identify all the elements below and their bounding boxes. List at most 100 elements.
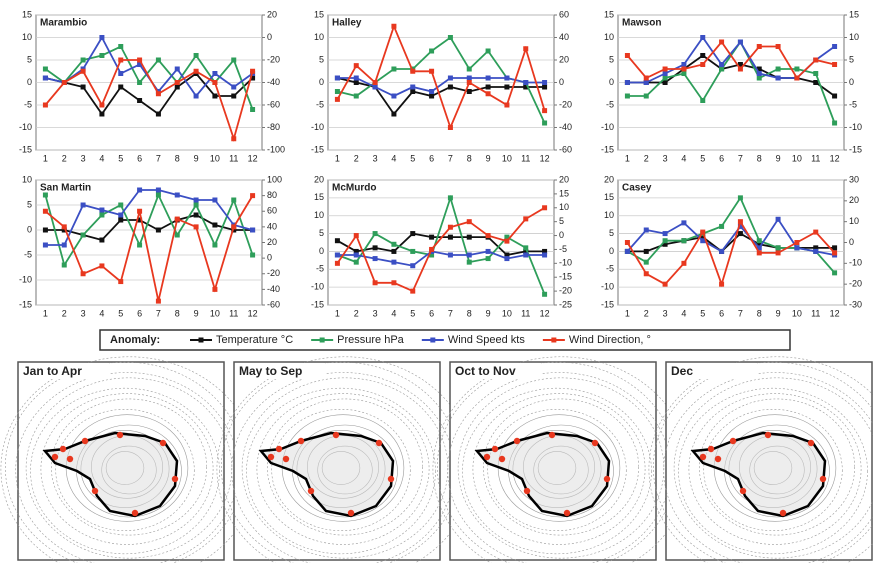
map-label: Jan to Apr <box>23 364 82 378</box>
point-marker <box>174 84 180 90</box>
x-tick-label: 3 <box>663 308 668 318</box>
legend-label: Wind Direction, ° <box>569 334 651 346</box>
point-marker <box>447 125 453 130</box>
point-marker <box>485 84 491 90</box>
point-marker <box>542 84 548 90</box>
point-marker <box>99 102 105 108</box>
x-tick-label: 11 <box>521 308 530 318</box>
x-tick-label: 10 <box>792 308 802 318</box>
point-marker <box>737 66 743 72</box>
y-tick-label: 10 <box>604 32 614 42</box>
point-marker <box>662 231 668 237</box>
point-marker <box>466 66 472 72</box>
coastline <box>474 431 611 518</box>
point-marker <box>193 68 199 74</box>
x-tick-label: 9 <box>194 153 199 163</box>
y-tick-label: 15 <box>314 9 324 19</box>
x-tick-label: 7 <box>448 153 453 163</box>
point-marker <box>756 238 762 244</box>
y-tick-label: -5 <box>606 264 614 274</box>
point-marker <box>447 234 453 240</box>
point-marker <box>775 66 781 72</box>
x-tick-label: 6 <box>429 308 434 318</box>
point-marker <box>466 80 472 85</box>
y2-tick-label: 0 <box>849 77 854 87</box>
point-marker <box>700 35 706 40</box>
map-label-bg <box>451 363 541 379</box>
plot-area <box>327 179 555 306</box>
y-tick-label: 5 <box>27 54 32 64</box>
point-marker <box>410 68 416 74</box>
y2-tick-label: 80 <box>267 190 277 200</box>
point-marker <box>719 223 725 229</box>
point-marker <box>429 93 435 99</box>
station-dot <box>116 431 124 439</box>
chart-title: Halley <box>332 18 362 29</box>
contour <box>266 398 423 536</box>
point-marker <box>643 93 649 99</box>
point-marker <box>212 197 218 203</box>
y2-tick-label: 40 <box>267 221 277 231</box>
y-tick-label: -15 <box>601 144 614 154</box>
series-line <box>626 40 835 80</box>
legend-box <box>99 329 791 351</box>
point-marker <box>794 240 800 245</box>
y2-tick-label: -20 <box>849 279 862 289</box>
point-marker <box>466 89 472 94</box>
x-tick-label: 7 <box>738 153 743 163</box>
chart-title: McMurdo <box>332 183 376 194</box>
point-marker <box>624 248 630 254</box>
point-marker <box>155 91 161 97</box>
point-marker <box>681 62 687 67</box>
y2-tick-label: -100 <box>267 144 285 154</box>
point-marker <box>118 71 124 76</box>
point-marker <box>813 229 819 235</box>
contour <box>55 408 195 532</box>
point-marker <box>80 232 86 238</box>
point-marker <box>137 62 143 67</box>
y2-tick-label: 0 <box>267 253 272 263</box>
point-marker <box>353 252 359 258</box>
point-marker <box>700 238 706 244</box>
point-marker <box>700 234 706 240</box>
point-marker <box>737 231 743 237</box>
point-marker <box>212 71 218 76</box>
point-marker <box>391 259 397 265</box>
point-marker <box>643 271 649 277</box>
point-marker <box>334 238 340 244</box>
point-marker <box>174 232 180 238</box>
chart-title: Mawson <box>622 18 661 29</box>
y-tick-label: -5 <box>316 99 324 109</box>
point-marker <box>250 107 256 112</box>
y2-tick-label: -30 <box>849 299 862 309</box>
station-dot <box>807 439 815 447</box>
station-dot <box>779 509 787 517</box>
y2-tick-label: -20 <box>267 54 280 64</box>
point-marker <box>813 248 819 254</box>
x-tick-label: 12 <box>248 308 258 318</box>
point-marker <box>662 66 668 72</box>
point-marker <box>391 66 397 72</box>
point-marker <box>794 75 800 81</box>
contour <box>462 387 652 555</box>
y2-tick-label: -60 <box>267 99 280 109</box>
point-marker <box>99 111 105 117</box>
y2-tick-label: -40 <box>267 77 280 87</box>
point-marker <box>410 263 416 269</box>
point-marker <box>756 44 762 49</box>
point-marker <box>334 75 340 81</box>
point-marker <box>137 217 143 223</box>
y-tick-label: -15 <box>311 144 324 154</box>
point-marker <box>99 53 105 58</box>
contour <box>40 393 214 545</box>
point-marker <box>681 260 687 266</box>
contour <box>648 356 873 563</box>
point-marker <box>681 238 687 244</box>
point-marker <box>700 229 706 235</box>
point-marker <box>775 245 781 251</box>
point-marker <box>756 241 762 247</box>
point-marker <box>681 71 687 76</box>
series-line <box>337 250 545 267</box>
point-marker <box>231 93 237 99</box>
